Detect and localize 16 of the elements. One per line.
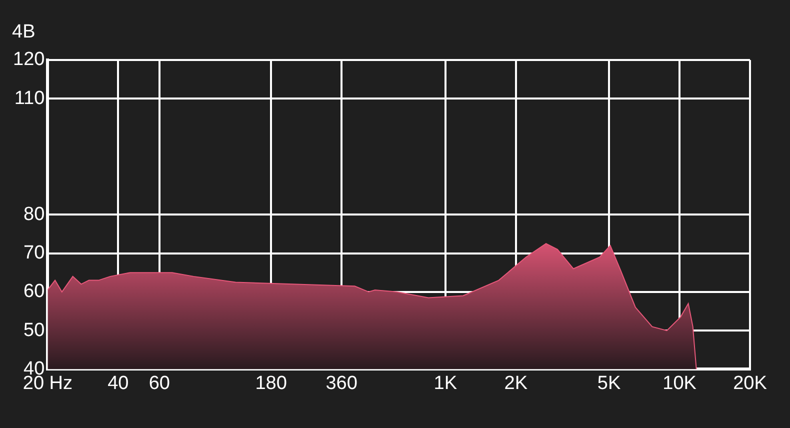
y-tick-label: 120 xyxy=(13,49,45,70)
x-tick-label: 40 xyxy=(108,372,129,394)
y-tick-label: 50 xyxy=(24,320,45,341)
y-axis-title: 4B xyxy=(12,22,36,43)
x-tick-label: 1K xyxy=(434,372,458,394)
y-tick-label: 70 xyxy=(24,242,45,264)
x-tick-label: 180 xyxy=(255,372,287,394)
x-tick-label: 5K xyxy=(597,372,621,394)
x-tick-label: 2K xyxy=(504,372,528,394)
x-tick-label: 60 xyxy=(148,372,170,394)
x-tick-label: 20K xyxy=(733,372,768,394)
y-tick-label: 80 xyxy=(24,204,45,225)
y-tick-label: 110 xyxy=(14,88,45,109)
y-tick-label: 60 xyxy=(24,281,45,302)
x-tick-label: 10K xyxy=(662,372,697,394)
x-tick-label: 360 xyxy=(326,372,358,394)
